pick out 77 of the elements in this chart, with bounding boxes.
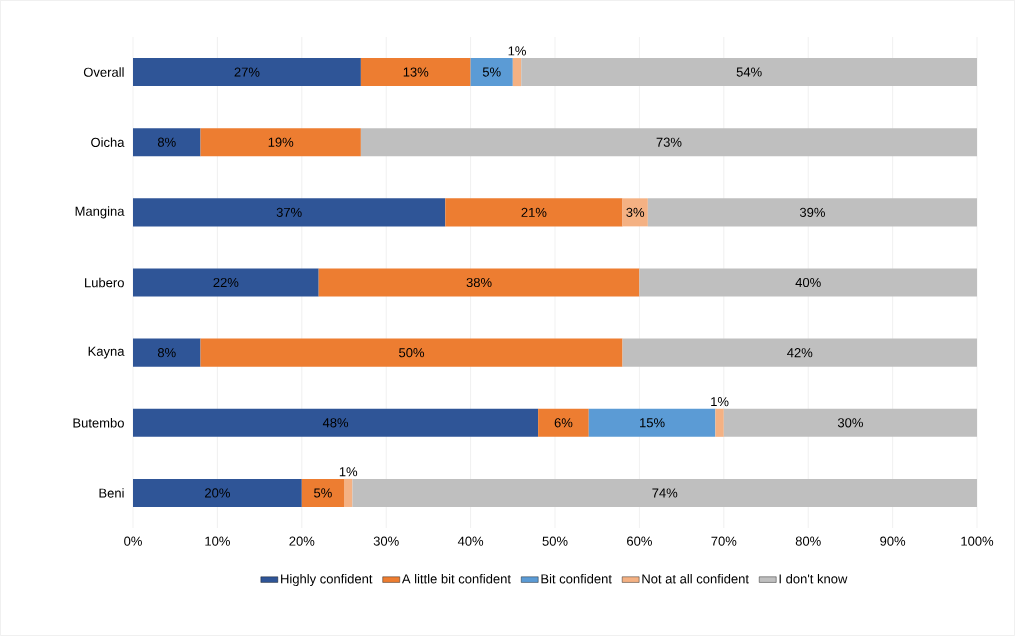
bar — [360, 58, 471, 87]
data-label: 3% — [626, 207, 645, 217]
data-label: 1% — [711, 397, 729, 407]
data-label: 48% — [322, 418, 349, 428]
bar — [133, 198, 446, 227]
data-label: 30% — [837, 418, 863, 428]
x-tick-label: 0% — [124, 536, 142, 546]
bar — [200, 128, 361, 157]
data-label: 27% — [234, 67, 260, 77]
x-tick-label: 60% — [627, 536, 652, 546]
bar — [344, 478, 353, 507]
x-tick-label: 40% — [457, 536, 484, 546]
data-label: 50% — [399, 348, 425, 358]
x-tick-label: 70% — [711, 536, 737, 546]
data-label: 54% — [736, 67, 762, 77]
data-label: 6% — [554, 418, 573, 428]
bar — [133, 268, 319, 297]
bar — [133, 128, 201, 157]
bar — [639, 268, 978, 297]
data-label: 42% — [787, 348, 813, 358]
bar — [588, 408, 716, 437]
data-label: 37% — [276, 207, 302, 217]
x-tick-label: 90% — [880, 536, 906, 546]
data-label: 73% — [656, 137, 682, 147]
data-label: 74% — [652, 488, 678, 498]
data-label: 39% — [799, 207, 825, 217]
bar — [301, 478, 344, 507]
x-tick-label: 80% — [795, 536, 821, 546]
data-label: 8% — [157, 348, 176, 358]
y-tick-label: Beni — [99, 488, 124, 498]
y-tick-label: Overall — [83, 67, 124, 77]
bar — [133, 478, 302, 507]
bar — [622, 198, 648, 227]
data-label: 8% — [157, 137, 176, 147]
bar — [622, 338, 978, 367]
legend-label: Bit confident — [541, 573, 612, 584]
legend-label: I don't know — [779, 573, 848, 584]
data-label: 1% — [339, 467, 358, 477]
bar — [538, 408, 589, 437]
legend-label: A little bit confident — [401, 573, 511, 584]
bar — [512, 58, 522, 87]
data-label: 5% — [314, 488, 332, 498]
bar — [521, 58, 978, 87]
legend-label: Highly confident — [281, 573, 373, 587]
x-tick-label: 20% — [289, 536, 315, 546]
y-tick-label: Butembo — [73, 418, 124, 428]
bar — [723, 408, 978, 437]
y-tick-label: Oicha — [91, 137, 125, 147]
x-tick-label: 50% — [542, 536, 568, 546]
data-label: 38% — [466, 277, 492, 288]
data-label: 5% — [482, 67, 501, 77]
data-label: 21% — [521, 207, 547, 217]
y-tick-label: Mangina — [75, 206, 125, 219]
bar — [133, 58, 361, 87]
x-tick-label: 100% — [961, 536, 994, 546]
bar — [200, 338, 623, 367]
data-label: 22% — [213, 277, 239, 288]
legend-label: Not at all confident — [642, 573, 749, 584]
y-tick-label: Kayna — [88, 346, 125, 359]
x-tick-label: 30% — [373, 536, 399, 546]
data-label: 13% — [403, 67, 429, 77]
data-label: 1% — [508, 46, 526, 56]
data-label: 15% — [640, 418, 665, 428]
bar — [133, 338, 201, 367]
data-label: 40% — [795, 277, 821, 288]
x-tick-label: 10% — [205, 536, 230, 546]
bar — [318, 268, 640, 297]
bar — [470, 58, 513, 87]
bar — [360, 128, 978, 157]
data-label: 20% — [205, 488, 230, 498]
bar — [352, 478, 978, 507]
bar — [133, 408, 539, 437]
bar — [715, 408, 724, 437]
y-tick-label: Lubero — [85, 277, 124, 288]
data-label: 19% — [268, 137, 294, 147]
bar — [445, 198, 623, 227]
bar — [647, 198, 978, 227]
